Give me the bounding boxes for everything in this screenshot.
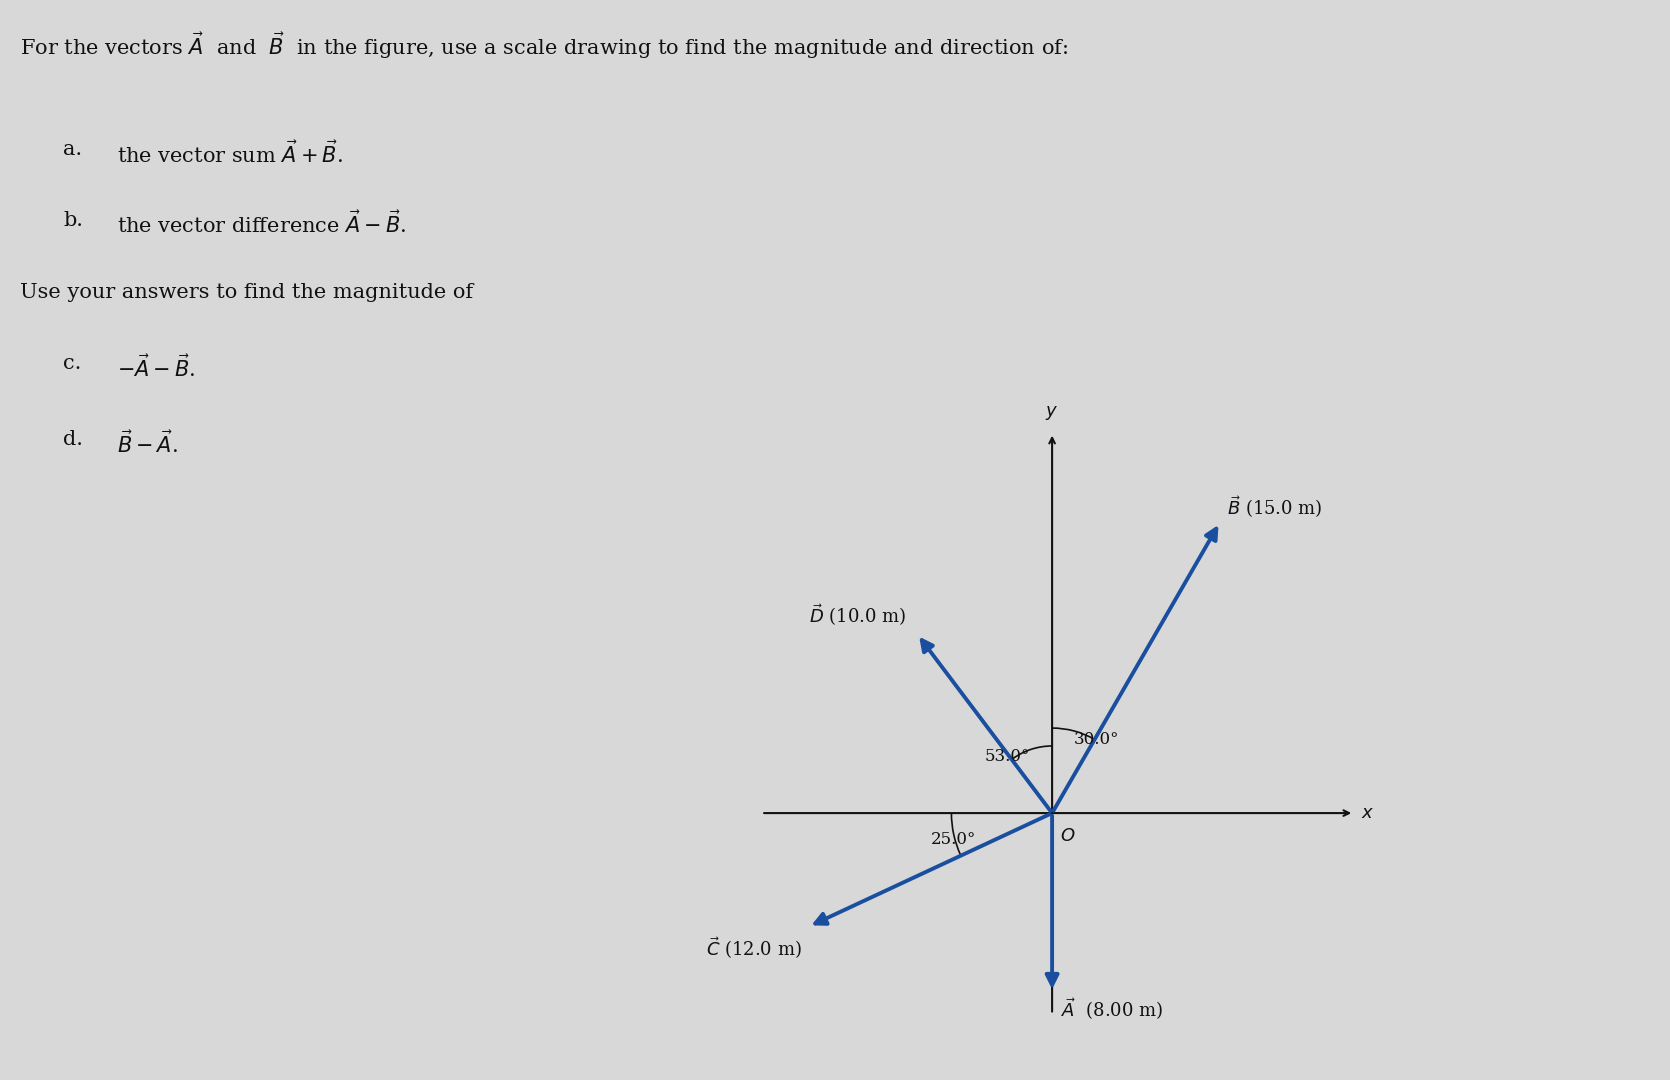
Text: 30.0°: 30.0° <box>1074 731 1119 748</box>
Text: $x$: $x$ <box>1361 805 1374 822</box>
Text: $\vec{A}$  (8.00 m): $\vec{A}$ (8.00 m) <box>1060 997 1164 1023</box>
Text: Use your answers to find the magnitude of: Use your answers to find the magnitude o… <box>20 283 473 302</box>
Text: $\vec{C}$ (12.0 m): $\vec{C}$ (12.0 m) <box>706 935 802 961</box>
Text: $- \vec{A} - \vec{B}$.: $- \vec{A} - \vec{B}$. <box>117 354 195 381</box>
Text: a.: a. <box>63 140 82 160</box>
Text: d.: d. <box>63 430 84 449</box>
Text: $\vec{B}$ (15.0 m): $\vec{B}$ (15.0 m) <box>1226 495 1323 521</box>
Text: 25.0°: 25.0° <box>930 831 975 848</box>
Text: $y$: $y$ <box>1045 404 1059 421</box>
Text: the vector difference $\vec{A} - \vec{B}$.: the vector difference $\vec{A} - \vec{B}… <box>117 211 406 238</box>
Text: $\vec{B} - \vec{A}$.: $\vec{B} - \vec{A}$. <box>117 430 179 457</box>
Text: $\vec{D}$ (10.0 m): $\vec{D}$ (10.0 m) <box>810 602 907 627</box>
Text: b.: b. <box>63 211 84 230</box>
Text: c.: c. <box>63 354 82 374</box>
Text: 53.0°: 53.0° <box>985 748 1030 765</box>
Text: For the vectors $\vec{A}$  and  $\vec{B}$  in the figure, use a scale drawing to: For the vectors $\vec{A}$ and $\vec{B}$ … <box>20 30 1069 62</box>
Text: the vector sum $\vec{A} + \vec{B}$.: the vector sum $\vec{A} + \vec{B}$. <box>117 140 342 167</box>
Text: $O$: $O$ <box>1060 826 1075 845</box>
